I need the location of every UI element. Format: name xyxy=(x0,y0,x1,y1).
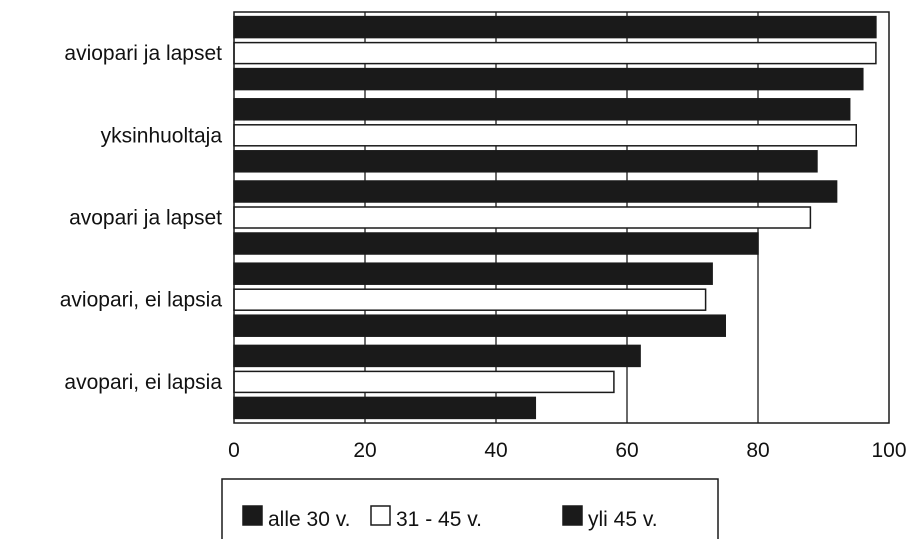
bar-3-2 xyxy=(233,150,818,173)
bar-3-4 xyxy=(233,314,726,337)
bar-1-1 xyxy=(233,15,877,39)
category-labels: aviopari ja lapset yksinhuoltaja avopari j… xyxy=(60,42,223,394)
x-tick-label-2: 40 xyxy=(484,439,507,462)
x-tick-label-4: 80 xyxy=(746,439,769,462)
bar-2-4 xyxy=(233,288,707,311)
category-label-3: avopari ja lapset xyxy=(69,207,222,230)
x-tick-label-0: 0 xyxy=(228,439,240,462)
category-label-5: avopari, ei lapsia xyxy=(64,371,222,394)
x-tick-label-5: 100 xyxy=(871,439,906,462)
legend-swatch-1 xyxy=(242,505,263,526)
legend-label-3: yli 45 v. xyxy=(588,508,658,531)
bar-1-4 xyxy=(233,262,713,285)
bar-2-5 xyxy=(233,370,615,394)
legend-frame xyxy=(221,478,719,539)
category-label-4: aviopari, ei lapsia xyxy=(60,289,223,312)
category-label-1: aviopari ja lapset xyxy=(64,42,222,65)
x-tick-labels: 0 20 40 60 80 100 xyxy=(228,439,906,462)
bar-3-3 xyxy=(233,232,759,255)
x-tick-label-1: 20 xyxy=(353,439,376,462)
plot-frame xyxy=(233,11,890,424)
legend-label-1: alle 30 v. xyxy=(268,508,351,531)
legend-label-2: 31 - 45 v. xyxy=(396,508,482,531)
legend-swatch-3 xyxy=(562,505,583,526)
bar-3-5 xyxy=(233,396,537,420)
bar-1-5 xyxy=(233,344,641,368)
bar-3-1 xyxy=(233,67,864,91)
category-label-2: yksinhuoltaja xyxy=(101,124,223,147)
x-tick-label-3: 60 xyxy=(615,439,638,462)
legend-swatch-2 xyxy=(370,505,391,526)
bar-2-1 xyxy=(233,41,877,65)
bar-2-3 xyxy=(233,206,812,229)
bar-1-2 xyxy=(233,98,851,121)
bar-1-3 xyxy=(233,180,838,203)
legend: alle 30 v. 31 - 45 v. yli 45 v. xyxy=(221,478,719,539)
bar-2-2 xyxy=(233,124,857,147)
bars xyxy=(233,15,877,420)
